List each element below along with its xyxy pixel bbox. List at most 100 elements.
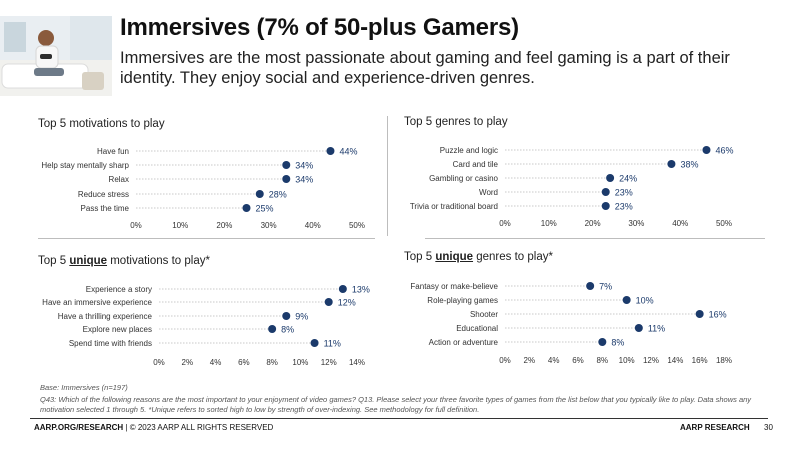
category-label: Gambling or casino [429,174,498,183]
data-point [601,188,610,196]
category-label: Spend time with friends [69,339,152,348]
category-label: Puzzle and logic [440,146,498,155]
category-label: Action or adventure [429,338,499,347]
x-tick-label: 0% [153,358,165,367]
x-tick-label: 10% [541,219,557,228]
data-point [702,146,711,154]
vertical-divider [387,116,388,236]
data-point [310,339,319,347]
data-label: 12% [338,298,356,308]
x-tick-label: 0% [499,219,511,228]
gamer-photo-illustration [0,16,112,96]
gamer-photo [0,16,112,96]
footer-rule [30,418,768,419]
data-label: 38% [680,160,698,170]
x-tick-label: 20% [216,221,232,230]
footer-copyright: AARP.ORG/RESEARCH | © 2023 AARP ALL RIGH… [34,423,274,432]
data-label: 24% [619,174,637,184]
questions-footnote: Q43: Which of the following reasons are … [40,395,752,414]
x-tick-label: 50% [349,221,365,230]
category-label: Word [479,188,498,197]
category-label: Relax [109,175,129,184]
category-label: Have an immersive experience [42,298,152,307]
data-label: 11% [648,324,665,334]
data-point [606,174,615,182]
x-tick-label: 30% [261,221,277,230]
category-label: Card and tile [453,160,499,169]
x-tick-label: 12% [643,356,659,365]
category-label: Trivia or traditional board [410,202,498,211]
data-point [598,338,607,346]
data-point [326,147,335,155]
category-label: Pass the time [81,204,130,213]
x-tick-label: 6% [572,356,584,365]
data-label: 8% [611,338,624,348]
panel-title-motivations: Top 5 motivations to play [38,118,165,130]
category-label: Experience a story [86,285,152,294]
data-point [282,312,291,320]
data-label: 34% [295,175,313,185]
unique-motivations-chart: Experience a story 13% Have an immersive e… [42,285,370,368]
x-tick-label: 16% [692,356,708,365]
data-point [282,161,291,169]
category-label: Reduce stress [78,190,129,199]
data-point [667,160,676,168]
x-tick-label: 18% [716,356,732,365]
data-label: 13% [352,285,370,295]
category-label: Help stay mentally sharp [41,161,129,170]
x-tick-label: 50% [716,219,732,228]
data-label: 8% [281,325,294,335]
horizontal-divider-left [38,238,375,239]
data-label: 9% [295,312,308,322]
data-point [324,298,333,306]
x-tick-label: 0% [499,356,511,365]
x-tick-label: 40% [305,221,321,230]
x-tick-label: 4% [548,356,560,365]
category-label: Educational [456,324,498,333]
x-tick-label: 40% [672,219,688,228]
x-tick-label: 30% [628,219,644,228]
slide-subtitle: Immersives are the most passionate about… [120,49,730,87]
data-label: 46% [715,146,733,156]
data-point [242,204,251,212]
data-point [695,310,704,318]
x-tick-label: 10% [172,221,188,230]
genres-chart: Puzzle and logic 46% Card and tile 38% Gambl… [410,146,734,229]
category-label: Fantasy or make-believe [410,282,498,291]
panel-title-unique-genres: Top 5 unique genres to play* [404,251,553,263]
data-label: 11% [324,339,341,349]
unique-genres-chart: Fantasy or make-believe 7% Role-playing ga… [410,282,732,366]
category-label: Role-playing games [427,296,498,305]
data-point [268,325,277,333]
x-tick-label: 10% [619,356,635,365]
data-label: 7% [599,282,612,292]
x-tick-label: 12% [321,358,337,367]
footer-brand: AARP RESEARCH [680,423,750,432]
data-label: 25% [256,204,274,214]
x-tick-label: 14% [349,358,365,367]
horizontal-divider-right [425,238,765,239]
category-label: Shooter [470,310,498,319]
x-tick-label: 2% [182,358,194,367]
data-label: 10% [636,296,654,306]
panel-title-genres: Top 5 genres to play [404,116,508,128]
x-tick-label: 20% [585,219,601,228]
category-label: Have a thrilling experience [58,312,153,321]
x-tick-label: 14% [667,356,683,365]
base-footnote: Base: Immersives (n=197) [40,383,128,392]
data-point [282,175,291,183]
data-point [622,296,631,304]
data-point [634,324,643,332]
data-point [255,190,264,198]
x-tick-label: 6% [238,358,250,367]
x-tick-label: 8% [597,356,609,365]
panel-title-unique-motivations: Top 5 unique motivations to play* [38,255,210,267]
x-tick-label: 0% [130,221,142,230]
data-label: 23% [615,188,633,198]
footer-site-link[interactable]: AARP.ORG/RESEARCH [34,423,124,432]
data-point [338,285,347,293]
data-label: 28% [269,190,287,200]
data-label: 16% [709,310,727,320]
x-tick-label: 4% [210,358,222,367]
data-label: 44% [339,147,357,157]
